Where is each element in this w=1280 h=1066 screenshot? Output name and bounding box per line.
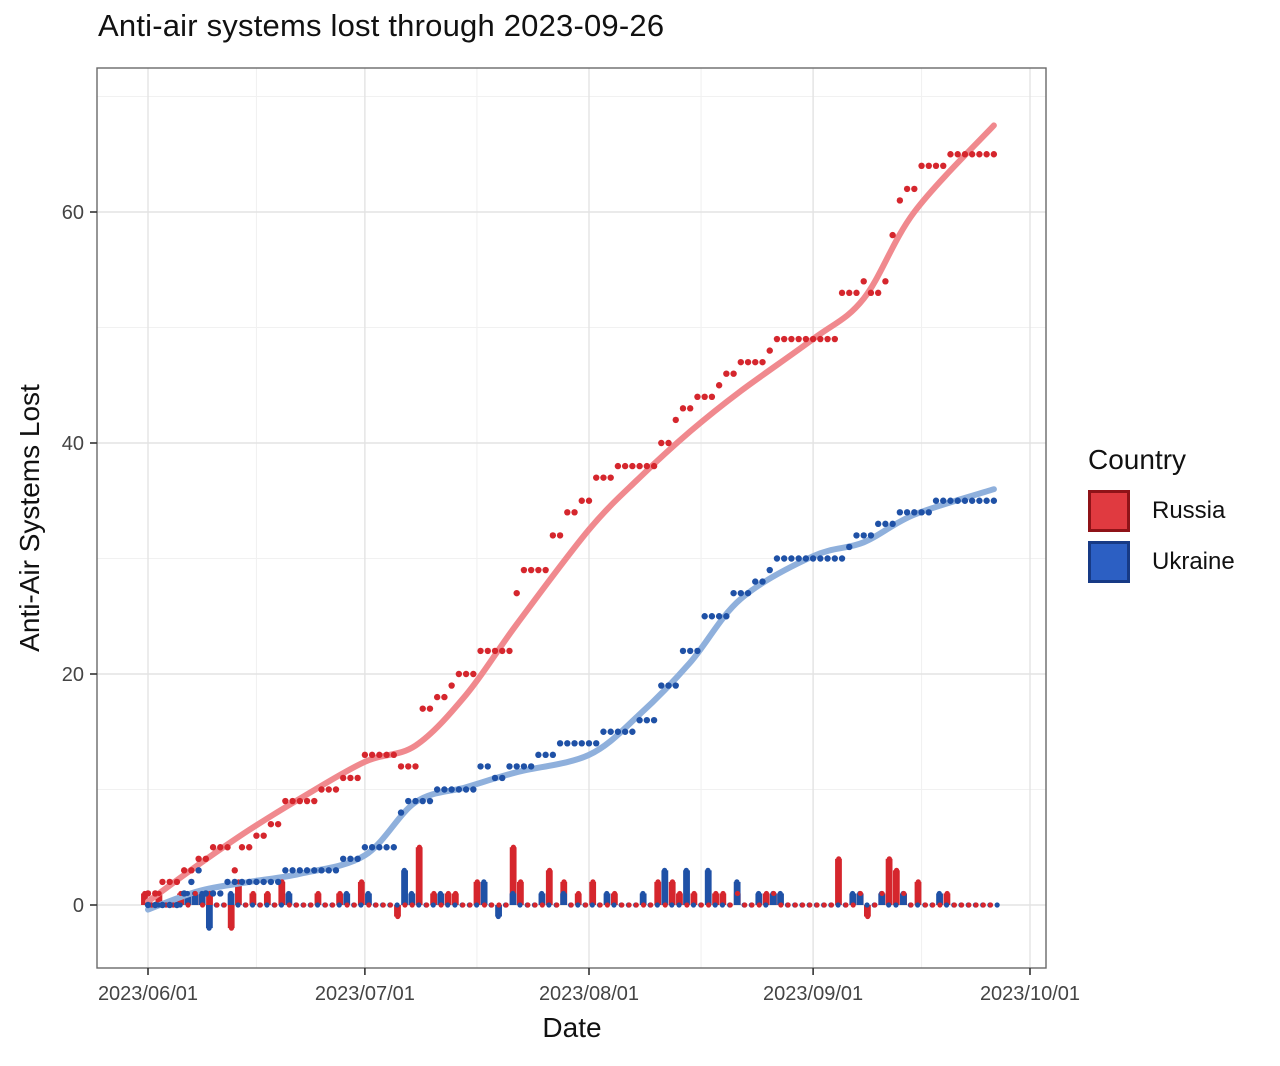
panel-border xyxy=(96,67,1047,969)
legend-label-ukraine: Ukraine xyxy=(1152,548,1235,575)
y-tick-label: 40 xyxy=(62,433,84,455)
y-tick-label: 60 xyxy=(62,202,84,224)
x-tick-label: 2023/09/01 xyxy=(763,983,863,1005)
axis-ticks: 0 20 40 60 2023/06/01 2023/07/01 2023/08/01 202… xyxy=(62,202,1080,1005)
x-tick-label: 2023/10/01 xyxy=(980,983,1080,1005)
chart-title: Anti-air systems lost through 2023-09-26 xyxy=(98,8,665,43)
legend-item-russia: Russia xyxy=(1088,490,1235,532)
legend-key-ukraine xyxy=(1088,541,1130,583)
legend: Country Russia Ukraine xyxy=(1088,444,1235,592)
legend-key-russia xyxy=(1088,490,1130,532)
legend-label-russia: Russia xyxy=(1152,497,1226,524)
russia-cumulative-points xyxy=(144,151,998,897)
y-tick-label: 0 xyxy=(73,895,84,917)
x-axis-title: Date xyxy=(542,1012,602,1043)
ukraine-cumulative-points xyxy=(144,497,998,909)
x-tick-label: 2023/08/01 xyxy=(539,983,639,1005)
ukraine-trend-line xyxy=(145,486,997,913)
y-tick-label: 20 xyxy=(62,664,84,686)
x-tick-label: 2023/06/01 xyxy=(98,983,198,1005)
y-axis-title: Anti-Air Systems Lost xyxy=(14,384,45,652)
gridlines-minor xyxy=(97,68,1046,968)
legend-title: Country xyxy=(1088,444,1187,475)
daily-loss-points xyxy=(142,844,1000,931)
panel-background xyxy=(97,68,1046,968)
x-tick-label: 2023/07/01 xyxy=(315,983,415,1005)
legend-item-ukraine: Ukraine xyxy=(1088,541,1235,583)
